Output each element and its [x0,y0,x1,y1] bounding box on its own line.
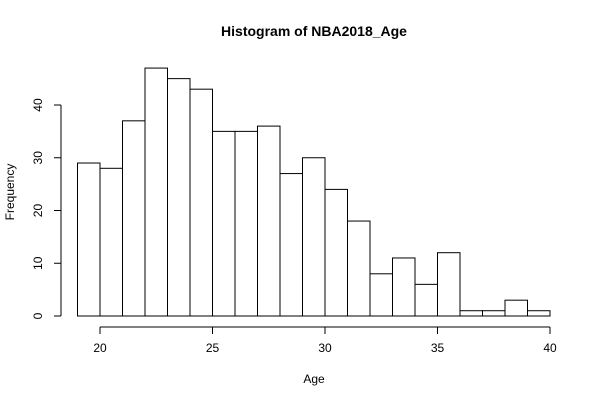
x-tick-label: 30 [318,341,332,355]
y-tick-label: 20 [31,204,45,218]
x-tick-label: 25 [206,341,220,355]
chart-title: Histogram of NBA2018_Age [221,23,407,39]
histogram-bar [234,130,258,317]
histogram-bar [347,220,371,317]
x-tick-label: 20 [93,341,107,355]
histogram-bar [459,310,483,317]
histogram-bar [212,130,236,317]
y-tick-label: 40 [31,98,45,112]
histogram-bar [167,78,191,317]
histogram-bar [482,310,506,317]
histogram-bar [189,88,213,317]
histogram-bar [437,252,461,317]
y-axis-label: Frequency [3,164,17,221]
histogram-bar [369,273,393,317]
histogram-bar [279,173,303,317]
x-tick-label: 40 [543,341,557,355]
y-tick-label: 0 [31,312,45,319]
histogram-bar [324,188,348,317]
histogram-bar [392,257,416,317]
y-axis: 0 10 20 30 40 [31,98,62,319]
histogram-bar [527,310,551,317]
x-tick-label: 35 [431,341,445,355]
x-axis: 20 25 30 35 40 [93,326,557,355]
histogram-bar [99,167,123,317]
histogram-bar [302,157,326,317]
histogram-bar [144,67,168,317]
histogram-bar [414,283,438,317]
y-tick-label: 10 [31,256,45,270]
x-axis-label: Age [303,372,325,386]
histogram-bar [122,120,146,317]
histogram-bar [504,299,528,317]
histogram-bar [257,125,281,317]
histogram-bar [77,162,101,317]
y-tick-label: 30 [31,151,45,165]
bars-group [77,67,551,317]
